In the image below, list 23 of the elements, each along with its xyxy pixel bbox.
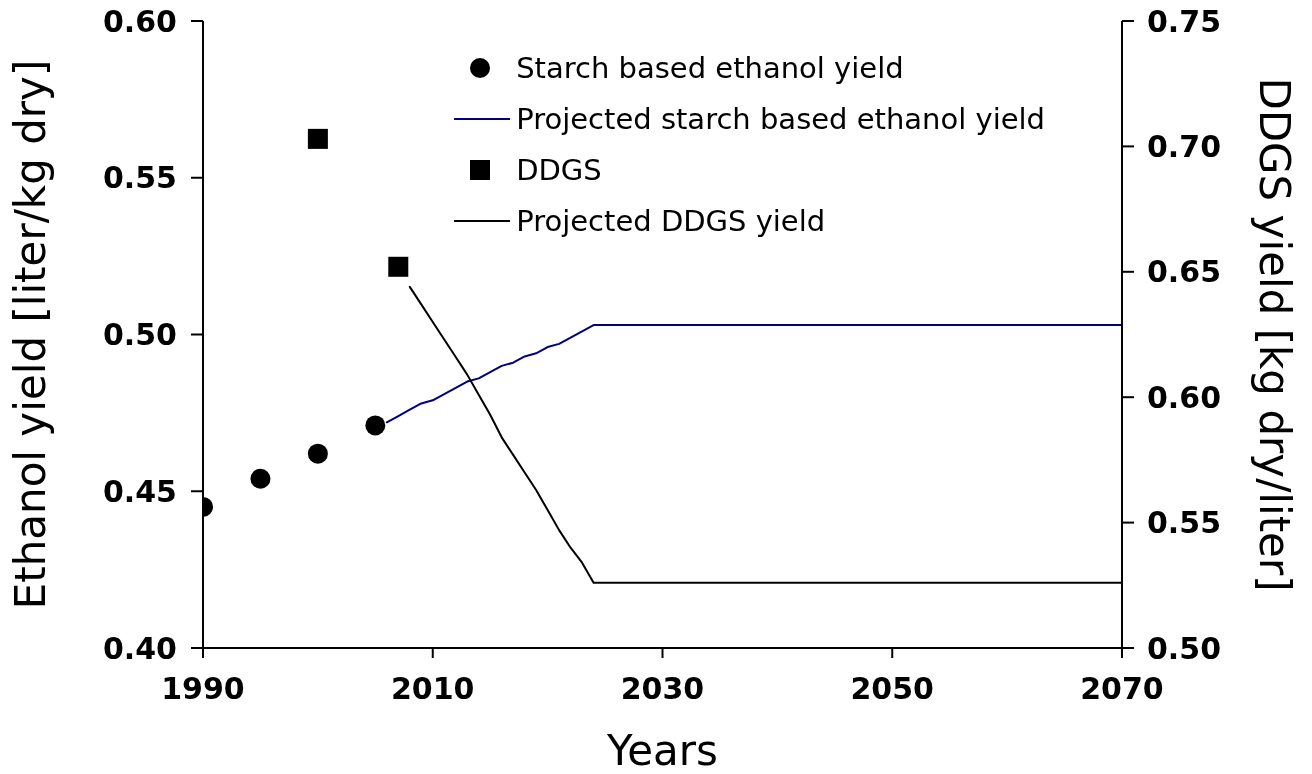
y-tick-label: 0.50: [102, 317, 177, 353]
y-tick-label: 0.60: [102, 3, 177, 39]
y-tick-label: 0.40: [102, 630, 177, 666]
y-tick-label: 0.55: [102, 160, 177, 196]
legend-label: Starch based ethanol yield: [516, 50, 904, 85]
y2-tick-label: 0.70: [1147, 129, 1222, 165]
x-tick-label: 1990: [161, 671, 245, 707]
y-tick-label: 0.45: [102, 473, 177, 509]
x-axis-title: Years: [606, 726, 718, 774]
x-tick-label: 2050: [850, 671, 934, 707]
x-tick-label: 2030: [620, 671, 705, 707]
legend-label: Projected starch based ethanol yield: [516, 101, 1045, 136]
y-axis-title: Ethanol yield [liter/kg dry]: [5, 59, 55, 610]
y2-tick-label: 0.50: [1147, 630, 1222, 666]
y2-tick-label: 0.65: [1147, 254, 1222, 290]
y2-axis-title: DDGS yield [kg dry/liter]: [1250, 77, 1300, 592]
x-tick-label: 2010: [391, 671, 475, 707]
y2-tick-label: 0.75: [1147, 3, 1222, 39]
x-tick-label: 2070: [1080, 671, 1164, 707]
y2-tick-label: 0.55: [1147, 505, 1222, 541]
legend-label: Projected DDGS yield: [516, 203, 826, 238]
legend-label: DDGS: [516, 152, 602, 187]
y2-tick-label: 0.60: [1147, 379, 1222, 415]
